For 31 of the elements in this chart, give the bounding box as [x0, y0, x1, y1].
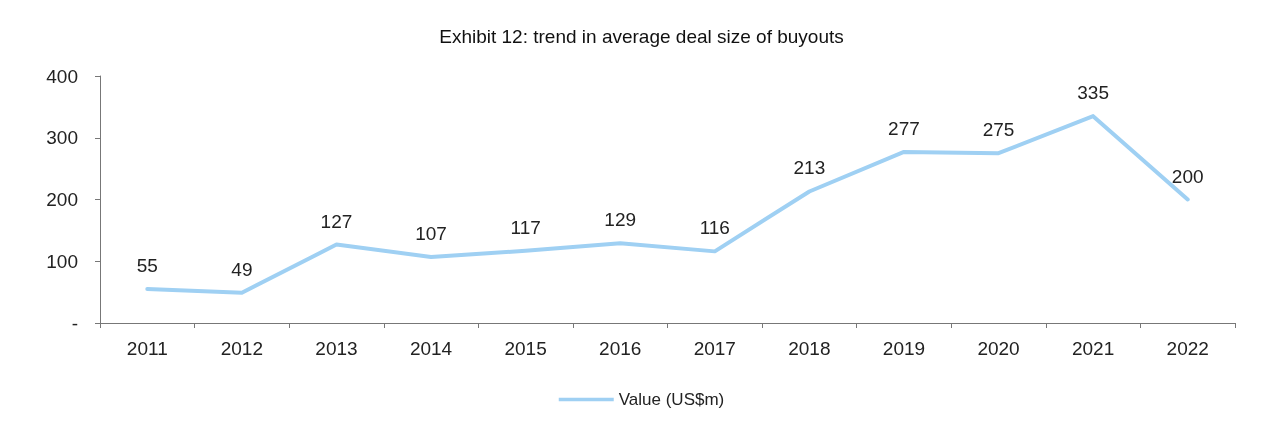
x-tick-label: 2011 — [126, 338, 168, 359]
x-tick-label: 2015 — [504, 338, 547, 359]
data-label: 213 — [793, 157, 826, 179]
y-tick-label: 200 — [46, 189, 78, 210]
data-label: 129 — [604, 209, 637, 231]
x-tick-label: 2018 — [788, 338, 831, 359]
data-label: 107 — [415, 222, 447, 244]
x-tick-label: 2014 — [409, 338, 453, 359]
data-label: 200 — [1171, 165, 1204, 187]
x-tick-label: 2021 — [1071, 338, 1115, 359]
data-label: 275 — [982, 119, 1015, 141]
chart-title: Exhibit 12: trend in average deal size of buyouts — [439, 26, 844, 47]
legend-label: Value (US$m) — [618, 390, 725, 409]
x-tick-label: 2020 — [977, 338, 1020, 359]
data-label: 49 — [231, 258, 253, 280]
data-label: 117 — [510, 216, 541, 238]
y-tick-label: 400 — [46, 65, 78, 87]
data-label: 277 — [888, 117, 920, 139]
x-tick-label: 2022 — [1166, 338, 1209, 359]
x-tick-label: 2019 — [882, 338, 926, 359]
data-label: 55 — [136, 255, 158, 277]
x-tick-label: 2017 — [693, 338, 736, 359]
x-tick-label: 2013 — [315, 338, 358, 359]
data-label: 127 — [320, 210, 353, 232]
y-tick-label: 100 — [46, 250, 78, 272]
y-tick-label: - — [71, 312, 78, 334]
x-tick-label: 2016 — [599, 338, 642, 359]
data-label: 335 — [1077, 82, 1109, 104]
data-label: 116 — [699, 217, 730, 239]
y-tick-label: 300 — [46, 127, 78, 149]
x-tick-label: 2012 — [220, 338, 264, 359]
